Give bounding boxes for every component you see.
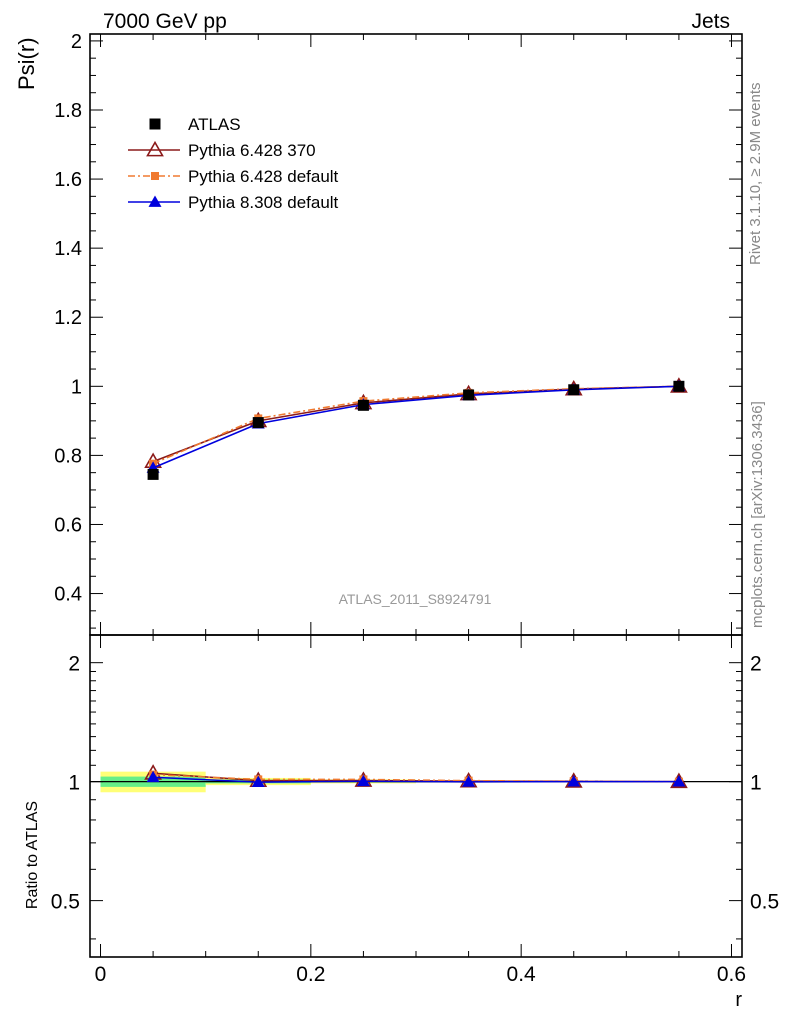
legend: ATLAS Pythia 6.428 370 Pythia 6.428 defaul… bbox=[128, 115, 339, 212]
y-tick-label: 2 bbox=[71, 31, 82, 53]
series-line bbox=[152, 385, 679, 465]
legend-label: ATLAS bbox=[188, 115, 241, 134]
ratio-y-tick-label-left: 1 bbox=[68, 772, 80, 795]
ratio-frame bbox=[89, 634, 743, 958]
main-panel: 0.4 0.6 0.8 1 1.2 1.4 1.6 1.8 2 bbox=[54, 31, 743, 636]
data-point bbox=[673, 380, 685, 392]
x-tick-label: 0.6 bbox=[717, 963, 746, 986]
rivet-label: Rivet 3.1.10, ≥ 2.9M events bbox=[747, 83, 764, 266]
ratio-y-tick-label-right: 0.5 bbox=[750, 891, 779, 914]
legend-marker bbox=[149, 118, 161, 130]
data-point bbox=[463, 389, 475, 401]
x-tick-label: 0 bbox=[95, 963, 107, 986]
ratio-point bbox=[146, 770, 160, 783]
analysis-label: ATLAS_2011_S8924791 bbox=[339, 591, 492, 607]
series-atlas bbox=[147, 380, 685, 480]
header-right: Jets bbox=[691, 10, 730, 33]
series-pythia-6-428-370 bbox=[144, 377, 688, 469]
data-point bbox=[568, 384, 580, 396]
header-left: 7000 GeV pp bbox=[103, 10, 227, 33]
y-tick-label: 1.2 bbox=[54, 307, 82, 329]
series-pythia-8-308-default bbox=[146, 379, 686, 473]
ratio-point bbox=[356, 774, 370, 787]
ratio-point bbox=[672, 775, 686, 787]
y-tick-label: 0.8 bbox=[54, 445, 82, 467]
y-tick-label: 0.6 bbox=[54, 514, 82, 536]
y-tick-label: 0.4 bbox=[54, 584, 82, 606]
x-tick-label: 0.2 bbox=[296, 963, 325, 986]
ratio-ylabel: Ratio to ATLAS bbox=[24, 801, 41, 909]
legend-marker bbox=[151, 172, 159, 180]
ratio-panel: 0.5 0.5 1 1 2 2 0 0.2 0.4 0.6 bbox=[51, 634, 779, 986]
x-tick-label: 0.4 bbox=[507, 963, 537, 986]
ratio-y-tick-label-right: 2 bbox=[750, 653, 762, 676]
ratio-y-tick-label-left: 2 bbox=[68, 653, 80, 676]
ratio-y-tick-label-right: 1 bbox=[750, 772, 762, 795]
data-point bbox=[357, 399, 369, 411]
mcplots-label: mcplots.cern.ch [arXiv:1306.3436] bbox=[749, 401, 766, 628]
y-tick-label: 1.8 bbox=[54, 100, 82, 122]
y-tick-label: 1 bbox=[71, 376, 82, 398]
series-pythia-6-428-default bbox=[149, 382, 683, 468]
data-point bbox=[147, 468, 159, 480]
main-ylabel: Psi(r) bbox=[14, 37, 39, 90]
ratio-y-tick-label-left: 0.5 bbox=[51, 891, 80, 914]
legend-label: Pythia 6.428 370 bbox=[188, 141, 316, 160]
ratio-point bbox=[462, 775, 476, 787]
ratio-line bbox=[153, 776, 679, 783]
series-line bbox=[152, 385, 679, 469]
legend-label: Pythia 8.308 default bbox=[188, 193, 339, 212]
ratio-point bbox=[567, 775, 581, 787]
y-tick-label: 1.6 bbox=[54, 169, 82, 191]
legend-label: Pythia 6.428 default bbox=[188, 167, 339, 186]
ratio-series-pythia-8-308-default bbox=[146, 770, 686, 788]
legend-marker bbox=[148, 195, 162, 207]
x-axis-label: r bbox=[735, 989, 742, 1011]
data-point bbox=[252, 417, 264, 429]
ratio-point bbox=[251, 775, 265, 788]
legend-marker bbox=[146, 140, 164, 157]
y-tick-label: 1.4 bbox=[54, 238, 82, 260]
